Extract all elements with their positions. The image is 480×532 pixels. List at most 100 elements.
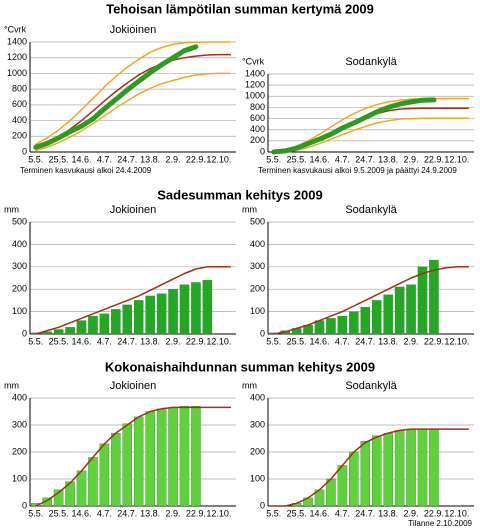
bar [76, 470, 87, 507]
y-tick-label: 300 [250, 261, 265, 271]
x-tick-label: 25.5. [49, 508, 69, 518]
y-tick-label: 1400 [245, 68, 265, 78]
x-tick-label: 24.7. [355, 154, 375, 164]
x-tick-label: 12.10. [206, 154, 231, 164]
y-tick-label: 300 [12, 419, 27, 429]
x-tick-label: 14.6. [309, 508, 329, 518]
bar [326, 478, 336, 507]
x-tick-label: 13.8. [140, 508, 160, 518]
y-axis-label: °Cvrk [242, 56, 265, 66]
section-title: Sadesumman kehitys 2009 [157, 187, 322, 202]
x-tick-label: 14.6. [71, 508, 91, 518]
y-tick-label: 400 [250, 239, 265, 249]
y-tick-label: 300 [250, 419, 265, 429]
x-tick-label: 12.10. [444, 508, 469, 518]
bar [133, 300, 144, 335]
y-tick-label: 800 [250, 102, 265, 112]
x-tick-label: 25.5. [287, 508, 307, 518]
bar [383, 432, 393, 507]
chart-title: Jokioinen [110, 380, 156, 392]
bar [88, 457, 98, 507]
note: Terminen kasvukausi alkoi 24.4.2009 [20, 166, 152, 175]
y-tick-label: 600 [12, 99, 27, 109]
bar [133, 416, 144, 507]
line [34, 406, 232, 507]
x-tick-label: 22.9. [424, 508, 444, 518]
y-tick-label: 1400 [7, 36, 27, 46]
bar [99, 313, 110, 335]
y-tick-label: 0 [260, 500, 265, 510]
bar [349, 451, 359, 507]
x-tick-label: 4.7. [97, 336, 112, 346]
x-tick-label: 13.8. [140, 336, 160, 346]
y-tick-label: 400 [250, 392, 265, 402]
x-tick-label: 13.8. [378, 154, 398, 164]
x-tick-label: 5.5. [266, 508, 281, 518]
bar [122, 304, 133, 335]
y-tick-label: 0 [260, 328, 265, 338]
bar [417, 428, 428, 507]
bar [337, 315, 348, 335]
x-tick-label: 4.7. [97, 154, 112, 164]
bar [406, 284, 416, 335]
chart-title: Jokioinen [110, 24, 156, 36]
x-tick-label: 2.9. [166, 154, 181, 164]
x-tick-label: 14.6. [71, 336, 91, 346]
y-tick-label: 300 [12, 261, 27, 271]
bar [111, 432, 121, 507]
bar [360, 441, 371, 507]
y-tick-label: 200 [12, 284, 27, 294]
y-tick-label: 200 [12, 446, 27, 456]
y-tick-label: 100 [12, 306, 27, 316]
x-tick-label: 12.10. [206, 336, 231, 346]
bar [99, 443, 110, 507]
bar [145, 411, 155, 507]
x-tick-label: 5.5. [266, 336, 281, 346]
y-tick-label: 400 [250, 124, 265, 134]
bar [42, 331, 52, 335]
x-tick-label: 12.10. [444, 154, 469, 164]
y-tick-label: 800 [12, 84, 27, 94]
x-tick-label: 5.5. [266, 154, 281, 164]
x-tick-label: 24.7. [355, 336, 375, 346]
y-tick-label: 1200 [245, 80, 265, 90]
x-tick-label: 5.5. [28, 336, 43, 346]
section-title: Tehoisan lämpötilan summan kertymä 2009 [106, 1, 374, 16]
y-tick-label: 200 [250, 446, 265, 456]
bar [168, 407, 178, 507]
x-tick-label: 13.8. [378, 336, 398, 346]
bar [202, 280, 213, 335]
y-axis-label: mm [242, 204, 257, 214]
x-tick-label: 2.9. [166, 336, 181, 346]
bar [191, 282, 201, 335]
x-tick-label: 13.8. [378, 508, 398, 518]
y-tick-label: 100 [250, 306, 265, 316]
x-tick-label: 22.9. [186, 508, 206, 518]
y-axis-label: °Cvrk [4, 24, 27, 34]
chart-title: Sodankylä [345, 56, 397, 68]
bar [65, 481, 75, 507]
x-tick-label: 4.7. [335, 508, 350, 518]
x-tick-label: 12.10. [444, 336, 469, 346]
line [34, 41, 232, 145]
bar [179, 284, 190, 335]
bar [122, 423, 133, 507]
bar [88, 315, 98, 335]
bar [111, 309, 121, 335]
y-tick-label: 600 [250, 113, 265, 123]
y-tick-label: 500 [12, 216, 27, 226]
y-tick-label: 200 [250, 135, 265, 145]
y-tick-label: 0 [22, 328, 27, 338]
x-tick-label: 24.7. [117, 154, 137, 164]
bar [145, 295, 155, 335]
x-tick-label: 22.9. [186, 154, 206, 164]
bar [371, 435, 382, 507]
bar [191, 405, 201, 507]
x-tick-label: 24.7. [117, 336, 137, 346]
line [272, 428, 470, 507]
y-tick-label: 400 [12, 239, 27, 249]
x-tick-label: 22.9. [424, 154, 444, 164]
x-tick-label: 25.5. [49, 336, 69, 346]
y-tick-label: 100 [250, 473, 265, 483]
bar [383, 294, 393, 335]
